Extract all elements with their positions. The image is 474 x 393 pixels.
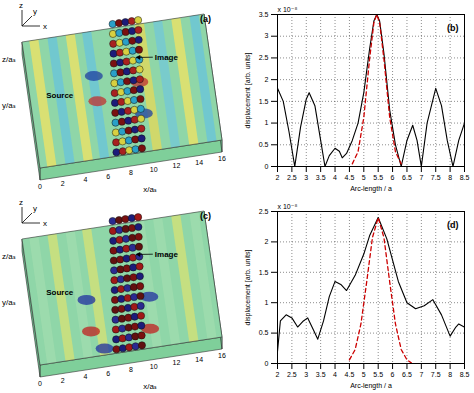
- svg-text:8.5: 8.5: [460, 174, 470, 181]
- svg-text:8: 8: [448, 174, 452, 181]
- svg-text:6: 6: [391, 174, 395, 181]
- svg-text:8: 8: [129, 169, 133, 176]
- svg-text:x 10⁻⁸: x 10⁻⁸: [278, 203, 298, 210]
- svg-text:(a): (a): [200, 14, 211, 24]
- svg-text:4.5: 4.5: [345, 371, 355, 378]
- svg-text:6.5: 6.5: [402, 371, 412, 378]
- svg-text:4: 4: [333, 371, 337, 378]
- svg-text:(b): (b): [447, 23, 459, 33]
- svg-text:8: 8: [129, 366, 133, 373]
- svg-text:(d): (d): [447, 220, 459, 230]
- svg-text:0.5: 0.5: [259, 329, 269, 336]
- svg-text:7.5: 7.5: [431, 371, 441, 378]
- svg-text:2.5: 2.5: [287, 371, 297, 378]
- svg-text:7: 7: [419, 174, 423, 181]
- svg-text:2.5: 2.5: [287, 174, 297, 181]
- svg-text:2: 2: [276, 174, 280, 181]
- svg-text:1: 1: [265, 299, 269, 306]
- svg-text:12: 12: [173, 162, 181, 169]
- svg-text:z: z: [19, 1, 23, 10]
- svg-text:6.5: 6.5: [402, 174, 412, 181]
- svg-text:displacement [arb. units]: displacement [arb. units]: [244, 53, 252, 129]
- svg-text:y/aₛ: y/aₛ: [2, 298, 16, 307]
- svg-text:0: 0: [265, 360, 269, 367]
- svg-text:5: 5: [362, 174, 366, 181]
- svg-text:x: x: [43, 219, 47, 228]
- svg-text:x: x: [43, 22, 47, 31]
- svg-text:4: 4: [333, 174, 337, 181]
- svg-text:z/aₛ: z/aₛ: [2, 55, 16, 64]
- svg-text:4.5: 4.5: [345, 174, 355, 181]
- svg-text:x 10⁻⁸: x 10⁻⁸: [278, 6, 298, 13]
- svg-text:8: 8: [448, 371, 452, 378]
- svg-text:Image: Image: [155, 250, 179, 259]
- svg-text:0: 0: [265, 163, 269, 170]
- svg-text:3.5: 3.5: [316, 371, 326, 378]
- svg-text:2.5: 2.5: [259, 54, 269, 61]
- svg-text:x/aₛ: x/aₛ: [143, 185, 157, 194]
- svg-text:14: 14: [195, 356, 203, 363]
- svg-text:7.5: 7.5: [431, 174, 441, 181]
- svg-text:2: 2: [265, 238, 269, 245]
- svg-text:10: 10: [150, 166, 158, 173]
- svg-text:16: 16: [218, 352, 226, 359]
- svg-text:6: 6: [391, 371, 395, 378]
- svg-text:z: z: [19, 198, 23, 207]
- svg-text:y: y: [33, 204, 37, 213]
- svg-text:0.5: 0.5: [259, 141, 269, 148]
- svg-text:5.5: 5.5: [373, 371, 383, 378]
- svg-text:Image: Image: [155, 53, 179, 62]
- svg-text:Source: Source: [46, 91, 74, 100]
- svg-text:5: 5: [362, 371, 366, 378]
- svg-text:5.5: 5.5: [373, 174, 383, 181]
- svg-text:4: 4: [84, 373, 88, 380]
- svg-text:7: 7: [419, 371, 423, 378]
- svg-text:3: 3: [304, 371, 308, 378]
- svg-text:Arc-length / a: Arc-length / a: [350, 382, 392, 390]
- svg-text:12: 12: [173, 359, 181, 366]
- svg-text:6: 6: [106, 370, 110, 377]
- svg-text:14: 14: [195, 159, 203, 166]
- svg-text:2: 2: [276, 371, 280, 378]
- svg-text:2: 2: [61, 377, 65, 384]
- svg-text:Source: Source: [46, 288, 74, 297]
- svg-text:3.5: 3.5: [259, 11, 269, 18]
- svg-text:3.5: 3.5: [316, 174, 326, 181]
- svg-text:1: 1: [265, 119, 269, 126]
- svg-text:displacement [arb. units]: displacement [arb. units]: [244, 250, 252, 326]
- svg-text:6: 6: [106, 173, 110, 180]
- svg-text:10: 10: [150, 363, 158, 370]
- svg-text:16: 16: [218, 155, 226, 162]
- svg-text:2.5: 2.5: [259, 208, 269, 215]
- svg-text:8.5: 8.5: [460, 371, 470, 378]
- svg-text:y/aₛ: y/aₛ: [2, 101, 16, 110]
- svg-text:2: 2: [61, 180, 65, 187]
- svg-text:3: 3: [265, 32, 269, 39]
- svg-text:3: 3: [304, 174, 308, 181]
- svg-text:1.5: 1.5: [259, 98, 269, 105]
- svg-text:z/aₛ: z/aₛ: [2, 252, 16, 261]
- svg-text:4: 4: [84, 176, 88, 183]
- svg-text:y: y: [33, 7, 37, 16]
- svg-text:x/aₛ: x/aₛ: [143, 382, 157, 391]
- svg-text:2: 2: [265, 76, 269, 83]
- svg-text:0: 0: [38, 380, 42, 387]
- svg-text:(c): (c): [200, 211, 211, 221]
- svg-text:0: 0: [38, 183, 42, 190]
- svg-text:Arc-length / a: Arc-length / a: [350, 185, 392, 193]
- svg-text:1.5: 1.5: [259, 269, 269, 276]
